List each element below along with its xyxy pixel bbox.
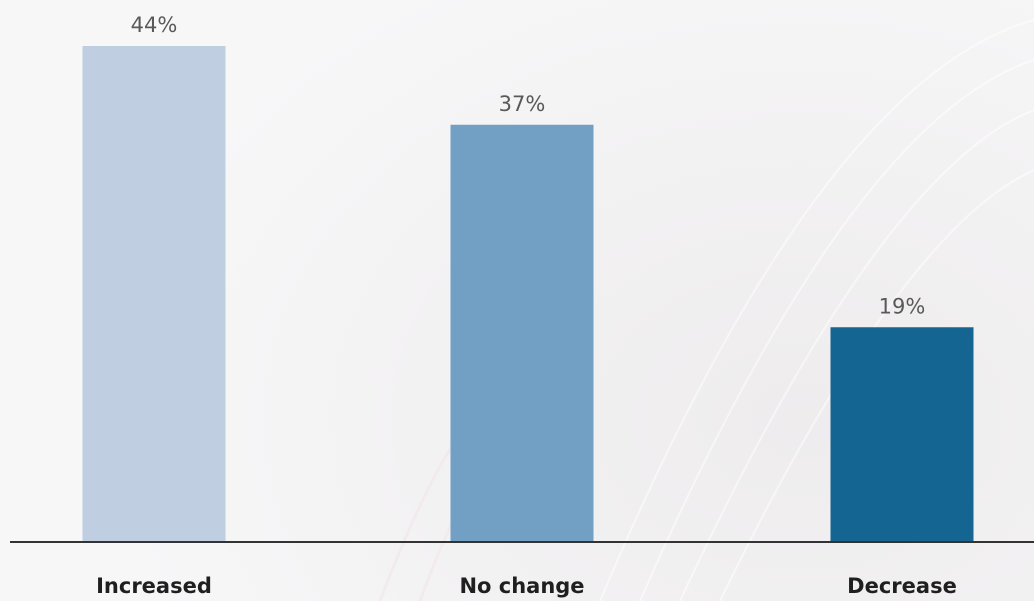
- bar-decrease: [830, 327, 974, 541]
- bar-no-change: [450, 124, 594, 541]
- category-labels-group: Increased No change Decrease: [96, 574, 957, 598]
- value-label-decrease: 19%: [879, 294, 926, 318]
- value-label-no-change: 37%: [499, 92, 546, 116]
- value-label-increased: 44%: [131, 13, 178, 37]
- bars-group: [82, 46, 974, 541]
- category-label-no-change: No change: [459, 574, 584, 598]
- value-labels-group: 44% 37% 19%: [131, 13, 926, 318]
- category-label-increased: Increased: [96, 574, 212, 598]
- category-label-decrease: Decrease: [847, 574, 957, 598]
- bar-increased: [82, 46, 226, 541]
